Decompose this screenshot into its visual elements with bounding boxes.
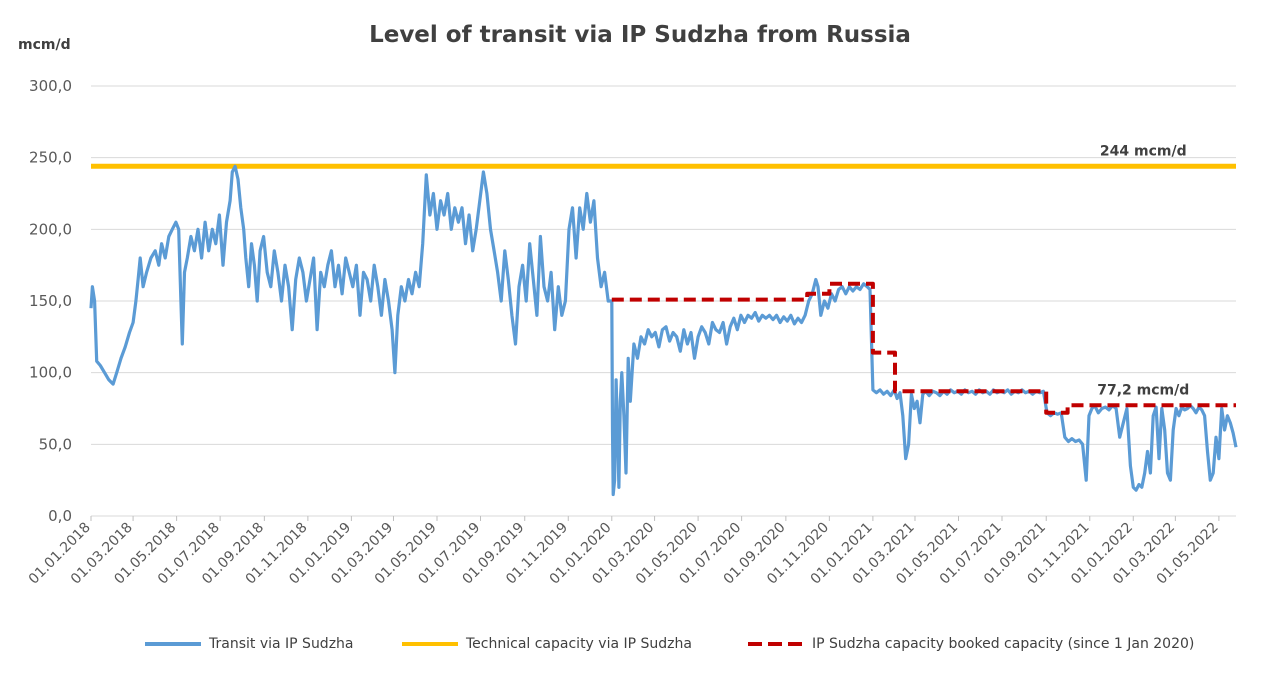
legend-item-technical-capacity: Technical capacity via IP Sudzha [402, 633, 692, 655]
legend-swatch-booked-capacity [748, 642, 804, 646]
y-tick-label: 250,0 [29, 149, 72, 167]
annotations: 244 mcm/d 77,2 mcm/d [1097, 143, 1189, 398]
y-tick-label: 0,0 [48, 507, 72, 525]
legend-item-transit: Transit via IP Sudzha [145, 633, 354, 655]
legend-label-technical-capacity: Technical capacity via IP Sudzha [466, 636, 692, 652]
legend-swatch-transit [145, 642, 201, 646]
legend-label-transit: Transit via IP Sudzha [209, 636, 354, 652]
y-tick-label: 50,0 [39, 435, 72, 453]
annotation-label: 77,2 mcm/d [1097, 382, 1189, 398]
series-lines [89, 163, 1238, 497]
grid-lines [91, 85, 1236, 517]
series-booked-capacity-line [611, 281, 1236, 415]
chart-title: Level of transit via IP Sudzha from Russ… [369, 22, 911, 48]
legend-label-booked-capacity: IP Sudzha capacity booked capacity (sinc… [812, 636, 1195, 652]
annotation-label: 244 mcm/d [1100, 143, 1187, 159]
legend: Transit via IP Sudzha Technical capacity… [0, 633, 1280, 657]
x-axis-ticks: 01.01.201801.03.201801.05.201801.07.2018… [26, 516, 1222, 588]
series-transit-line [89, 164, 1238, 497]
y-axis-unit-label: mcm/d [18, 37, 71, 53]
y-tick-label: 150,0 [29, 292, 72, 310]
legend-swatch-technical-capacity [402, 642, 458, 646]
y-axis-ticks: 0,0 50,0 100,0 150,0 200,0 250,0 300,0 [29, 77, 72, 525]
legend-item-booked-capacity: IP Sudzha capacity booked capacity (sinc… [748, 633, 1194, 655]
y-tick-label: 300,0 [29, 77, 72, 95]
y-tick-label: 100,0 [29, 364, 72, 382]
y-tick-label: 200,0 [29, 220, 72, 238]
